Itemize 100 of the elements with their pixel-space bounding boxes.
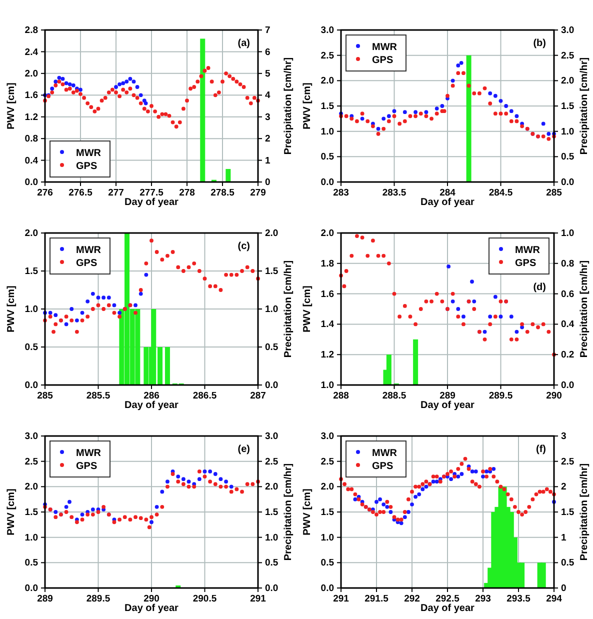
y-tick-label: 1.5 bbox=[320, 507, 335, 518]
x-tick-label: 289 bbox=[37, 594, 53, 605]
y2-tick-label: 1.5 bbox=[561, 507, 575, 518]
y2-tick-label: 3 bbox=[561, 431, 566, 442]
y-tick-label: 2.5 bbox=[24, 456, 39, 468]
x-tick-label: 284.5 bbox=[488, 188, 514, 199]
y2-tick-label: 2.5 bbox=[265, 456, 279, 468]
x-tick-label: 288 bbox=[333, 390, 349, 402]
x-tick-label: 294 bbox=[546, 594, 563, 605]
y2-tick-label: 0.4 bbox=[561, 319, 575, 330]
y2-tick-label: 2 bbox=[561, 482, 566, 493]
y-tick-label: 2.0 bbox=[24, 68, 38, 80]
x-tick-label: 285.5 bbox=[86, 390, 111, 402]
x-tick-label: 291 bbox=[333, 594, 350, 605]
legend-label: MWR bbox=[76, 245, 102, 256]
x-tick-label: 284 bbox=[440, 188, 456, 199]
y-tick-label: 2.0 bbox=[24, 228, 38, 240]
annotation: (d) bbox=[533, 282, 546, 293]
y-tick-label: 1.2 bbox=[320, 350, 334, 361]
y-tick-label: 1.5 bbox=[24, 507, 39, 518]
y-tick-label: 2.0 bbox=[320, 76, 334, 87]
y-tick-label: 2.4 bbox=[24, 46, 39, 58]
y2-axis-title: Precipitation [cm/hr] bbox=[283, 260, 294, 358]
y-tick-label: 2.0 bbox=[24, 482, 38, 493]
x-tick-label: 291.5 bbox=[364, 594, 390, 605]
y-tick-label: 0.5 bbox=[320, 152, 335, 163]
x-tick-label: 285 bbox=[37, 390, 54, 402]
y2-tick-label: 1.0 bbox=[265, 532, 278, 544]
legend-label: GPS bbox=[76, 258, 98, 269]
x-tick-label: 285 bbox=[546, 188, 563, 199]
y-tick-label: 3.0 bbox=[24, 431, 38, 442]
annotation: (c) bbox=[238, 241, 250, 252]
y2-tick-label: 1 bbox=[265, 155, 271, 166]
y-tick-label: 0.4 bbox=[24, 155, 39, 166]
x-tick-label: 289.5 bbox=[86, 594, 111, 605]
y2-tick-label: 1.0 bbox=[561, 228, 574, 240]
x-tick-label: 288.5 bbox=[382, 390, 407, 402]
x-axis-title: Day of year bbox=[420, 603, 475, 614]
y-tick-label: 0.0 bbox=[320, 583, 334, 594]
y-tick-label: 0.5 bbox=[24, 342, 39, 354]
x-tick-label: 293.5 bbox=[506, 594, 532, 605]
y-axis-title: PWV [cm] bbox=[302, 488, 313, 536]
y-tick-label: 1.6 bbox=[320, 288, 334, 300]
y-tick-label: 0.0 bbox=[24, 583, 38, 594]
y2-tick-label: 2.0 bbox=[265, 482, 278, 493]
legend-label: GPS bbox=[76, 461, 98, 472]
y-axis-title: PWV [cm] bbox=[302, 286, 313, 332]
y2-tick-label: 5 bbox=[265, 68, 271, 80]
legend-label: MWR bbox=[76, 148, 102, 159]
y-tick-label: 0.5 bbox=[320, 558, 335, 569]
x-tick-label: 291 bbox=[250, 594, 267, 605]
y-tick-label: 2.0 bbox=[320, 482, 334, 493]
y2-axis-title: Precipitation [cm/hr] bbox=[579, 57, 590, 155]
y-tick-label: 0.0 bbox=[24, 380, 38, 392]
y-tick-label: 2.0 bbox=[320, 228, 334, 240]
y2-tick-label: 4 bbox=[265, 90, 271, 102]
y2-tick-label: 6 bbox=[265, 46, 270, 58]
y-axis-title: PWV [cm] bbox=[6, 286, 17, 332]
x-tick-label: 293 bbox=[475, 594, 491, 605]
y2-tick-label: 0.5 bbox=[265, 558, 279, 569]
x-axis-title: Day of year bbox=[420, 197, 475, 208]
y2-tick-label: 2 bbox=[265, 134, 270, 145]
x-tick-label: 289 bbox=[440, 390, 456, 402]
y2-tick-label: 0.0 bbox=[561, 380, 574, 392]
legend-label: MWR bbox=[372, 448, 398, 459]
y2-tick-label: 3.0 bbox=[561, 25, 574, 36]
y-tick-label: 2.8 bbox=[24, 25, 38, 36]
legend-label: GPS bbox=[515, 258, 536, 269]
y-tick-label: 0.5 bbox=[24, 558, 39, 569]
legend-label: GPS bbox=[76, 161, 98, 172]
y-tick-label: 1.8 bbox=[320, 258, 334, 270]
y2-tick-label: 3 bbox=[265, 112, 270, 123]
x-tick-label: 278 bbox=[179, 188, 195, 199]
y2-axis-title: Precipitation [cm/hr] bbox=[579, 463, 590, 561]
x-axis-title: Day of year bbox=[420, 400, 475, 411]
annotation: (a) bbox=[238, 38, 250, 49]
x-tick-label: 279 bbox=[250, 188, 266, 199]
y2-tick-label: 0.5 bbox=[561, 152, 575, 163]
x-tick-label: 290 bbox=[144, 594, 160, 605]
y2-tick-label: 1.0 bbox=[265, 304, 278, 316]
y2-axis-title: Precipitation [cm/hr] bbox=[283, 463, 294, 561]
y2-tick-label: 0.8 bbox=[561, 258, 574, 270]
y-tick-label: 2.5 bbox=[320, 50, 335, 62]
y-tick-label: 0.0 bbox=[320, 177, 334, 188]
y2-tick-label: 0 bbox=[265, 177, 270, 188]
y-tick-label: 1.0 bbox=[24, 532, 38, 544]
x-tick-label: 277.5 bbox=[140, 188, 164, 199]
y2-tick-label: 2.0 bbox=[265, 228, 278, 240]
legend-label: MWR bbox=[515, 245, 541, 256]
y-tick-label: 3.0 bbox=[320, 25, 334, 36]
y-tick-label: 2.5 bbox=[320, 456, 335, 468]
y2-tick-label: 1.0 bbox=[561, 126, 574, 138]
x-tick-label: 276 bbox=[37, 188, 53, 199]
y2-tick-label: 1.5 bbox=[265, 266, 279, 278]
y-axis-title: PWV [cm] bbox=[302, 82, 313, 130]
legend-label: GPS bbox=[372, 55, 394, 66]
y-tick-label: 1.0 bbox=[320, 532, 334, 544]
y-tick-label: 1.4 bbox=[320, 319, 335, 330]
y2-axis-title: Precipitation [cm/hr] bbox=[283, 57, 294, 155]
x-tick-label: 290.5 bbox=[192, 594, 218, 605]
